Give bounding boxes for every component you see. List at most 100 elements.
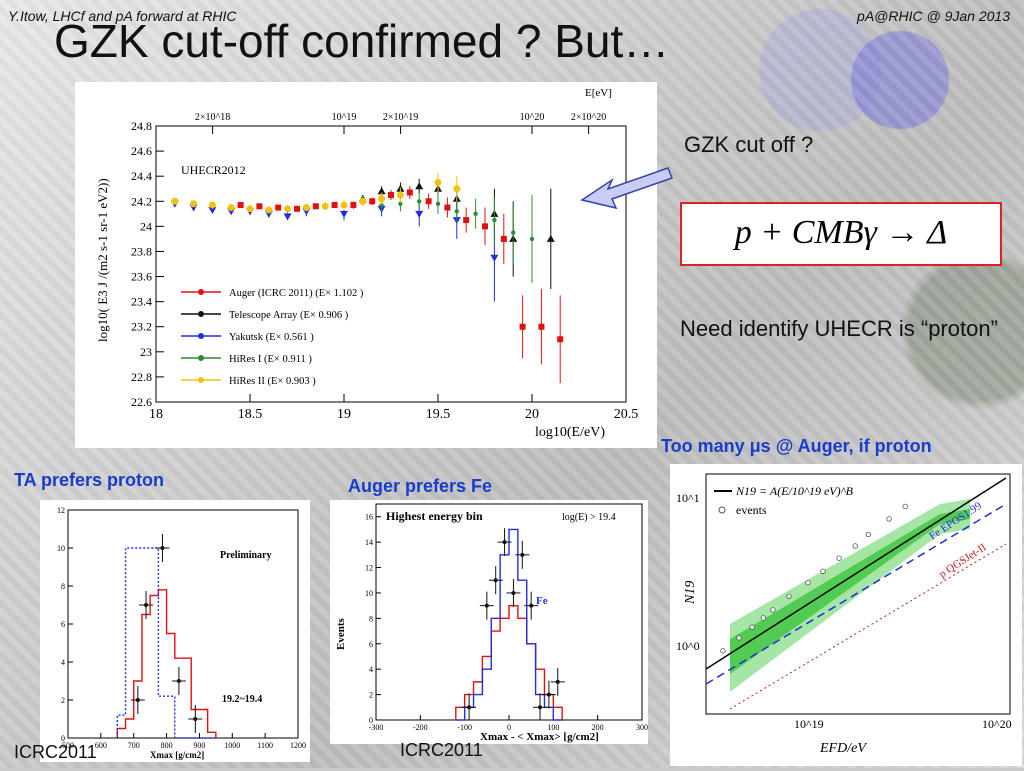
hist-point (529, 603, 534, 608)
equation: p + CMBγ → Δ (734, 214, 948, 251)
x-tick-label: 20 (525, 407, 539, 422)
data-point (425, 198, 432, 205)
header-event: pA@RHIC @ 9Jan 2013 (857, 8, 1010, 24)
spectrum-plot: E[eV] 2×10^18 10^19 2×10^19 10^20 2×10^20 22… (95, 87, 638, 440)
n19-plot-panel: Fe EPOS1.99 p QGSJet-II N19 = A(E/10^19 … (670, 464, 1022, 766)
auger-cut: log(E) > 19.4 (562, 512, 616, 523)
data-point (246, 205, 254, 213)
slide-title: GZK cut-off confirmed ? But… (54, 15, 670, 67)
hist-x-tick: 1200 (290, 741, 306, 750)
data-point (492, 217, 497, 223)
n19-ytick-1: 10^1 (676, 491, 700, 505)
data-point (350, 202, 357, 209)
n19-legend-fit: N19 = A(E/10^19 eV)^B (735, 484, 854, 498)
x-tick-label: 18 (149, 407, 163, 422)
hist-x-tick: 1000 (224, 741, 240, 750)
n19-event-point (902, 503, 908, 510)
top-tick-label: 10^19 (332, 112, 357, 123)
hist-x-tick: -100 (457, 723, 472, 732)
ta-source: ICRC2011 (14, 742, 97, 762)
hist-point (135, 698, 140, 702)
data-point (434, 178, 442, 186)
y-tick-label: 24.6 (131, 144, 152, 158)
data-point (378, 195, 386, 203)
y-tick-label: 23 (140, 345, 152, 359)
n19-event-point (865, 531, 872, 538)
hist-point (176, 679, 181, 683)
hist-x-tick: 300 (636, 723, 648, 732)
cutoff-arrow (580, 167, 673, 210)
n19-xtick-0: 10^19 (794, 717, 824, 731)
y-tick-label: 22.6 (131, 395, 152, 409)
top-tick-label: 2×10^19 (383, 112, 418, 123)
data-point (369, 198, 376, 205)
auger-title: Auger prefers Fe (348, 476, 493, 496)
series-4 (171, 172, 461, 214)
data-point (265, 206, 273, 214)
data-point (519, 323, 526, 330)
data-point (406, 189, 413, 196)
x-axis-label: log10(E/eV) (535, 425, 605, 440)
n19-ytick-0: 10^0 (676, 639, 700, 653)
auger-ylabel: Events (335, 618, 347, 651)
auger-xmax-plot: 0 2 4 6 8 10 12 14 16 -300 -200 -100 0 100 200 300 High… (335, 503, 648, 743)
hist-x-tick: 100 (547, 723, 559, 732)
n19-event-point (736, 635, 742, 641)
ta-title: TA prefers proton (14, 470, 165, 490)
y-tick-label: 23.2 (131, 320, 152, 334)
hist-y-tick: 12 (365, 564, 373, 573)
ta-xlabel: Xmax [g/cm2] (150, 750, 204, 760)
data-point (398, 201, 403, 206)
data-point (294, 205, 300, 212)
hist-y-tick: 14 (365, 538, 373, 547)
n19-ylabel: N19 (683, 581, 698, 605)
series-2 (170, 200, 499, 302)
data-point (340, 210, 348, 218)
y-tick-label: 23.6 (131, 270, 152, 284)
data-point (546, 234, 555, 242)
data-point (453, 185, 461, 193)
data-point (321, 202, 329, 210)
data-point (312, 203, 319, 210)
hist-point (160, 546, 165, 550)
hist-point (520, 552, 525, 557)
hist-series-1 (116, 547, 216, 739)
data-point (482, 223, 488, 230)
legend-marker (198, 355, 204, 361)
n19-plot: Fe EPOS1.99 p QGSJet-II N19 = A(E/10^19 … (676, 473, 1012, 756)
ta-xmax-plot: 0 2 4 6 8 10 12 500 600 700 800 900 1000 1100 1200 Pre… (57, 506, 306, 760)
hist-x-tick: 900 (193, 741, 205, 750)
data-point (284, 205, 292, 213)
data-point (538, 323, 545, 330)
data-point (454, 209, 459, 214)
equation-box: p + CMBγ → Δ (680, 202, 1002, 266)
n19-band-outer (730, 499, 970, 692)
data-point (331, 202, 338, 209)
hist-point (538, 705, 543, 710)
ta-preliminary: Preliminary (220, 550, 271, 561)
x-tick-label: 18.5 (238, 407, 263, 422)
data-point (237, 202, 244, 209)
n19-xlabel: EFD/eV (819, 741, 867, 756)
hist-point (467, 705, 472, 710)
hist-x-tick: -200 (413, 723, 428, 732)
p-qgsjet-label: p QGSJet-II (937, 541, 989, 580)
hist-y-tick: 2 (61, 696, 65, 705)
hist-point (193, 717, 198, 721)
y-tick-label: 24.2 (131, 194, 152, 208)
hist-y-tick: 6 (61, 620, 65, 629)
hist-x-tick: 700 (128, 741, 140, 750)
hist-y-tick: 2 (369, 691, 373, 700)
auger-source: ICRC2011 (400, 740, 483, 760)
data-point (511, 230, 516, 235)
fe-epos-line (705, 503, 1007, 685)
data-point (227, 204, 235, 212)
n19-event-point (886, 516, 892, 522)
data-point (275, 204, 282, 211)
hist-y-tick: 8 (61, 582, 65, 591)
plot-tag: UHECR2012 (181, 163, 246, 177)
legend-entry: Auger (ICRC 2011) (E× 1.102 ) (229, 288, 364, 299)
data-point (208, 207, 217, 215)
legend-entry: Yakutsk (E× 0.561 ) (229, 332, 314, 343)
top-tick-label: 2×10^20 (571, 112, 606, 123)
